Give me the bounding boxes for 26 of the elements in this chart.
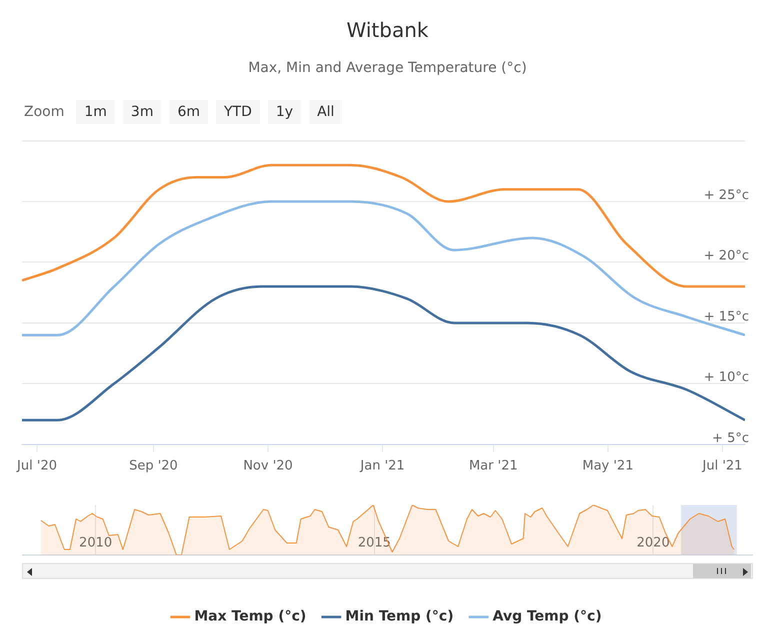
legend-label: Avg Temp (°c) (492, 608, 602, 625)
text: 3m (122, 100, 162, 124)
text: 6m (169, 100, 208, 124)
x-tick-label: May '21 (582, 458, 634, 474)
x-tick-label: Sep '20 (129, 458, 178, 474)
chart-title: Witbank (346, 18, 429, 42)
x-tick-label: Nov '20 (243, 458, 293, 474)
x-tick-label: Jul '21 (701, 458, 742, 474)
x-tick-label: Jul '20 (16, 458, 57, 474)
legend-label: Min Temp (°c) (345, 608, 454, 625)
y-tick-label: + 15°c (704, 309, 749, 324)
legend-label: Max Temp (°c) (194, 608, 306, 625)
y-tick-label: + 20°c (704, 248, 749, 264)
x-tick-label: 2010 (79, 536, 112, 551)
x-tick-label: Mar '21 (468, 458, 518, 474)
y-tick-label: + 10°c (704, 370, 749, 386)
x-tick-label: 2020 (636, 536, 670, 551)
text: 1y (268, 100, 302, 124)
text: All (309, 100, 342, 124)
text: YTD (216, 100, 260, 124)
x-tick-label: Jan '21 (359, 458, 405, 474)
text: Zoom (24, 104, 64, 120)
y-tick-label: + 25°c (704, 188, 749, 203)
y-tick-label: + 5°c (712, 430, 749, 446)
text: 1m (76, 100, 115, 124)
chart-subtitle: Max, Min and Average Temperature (°c) (248, 60, 527, 76)
